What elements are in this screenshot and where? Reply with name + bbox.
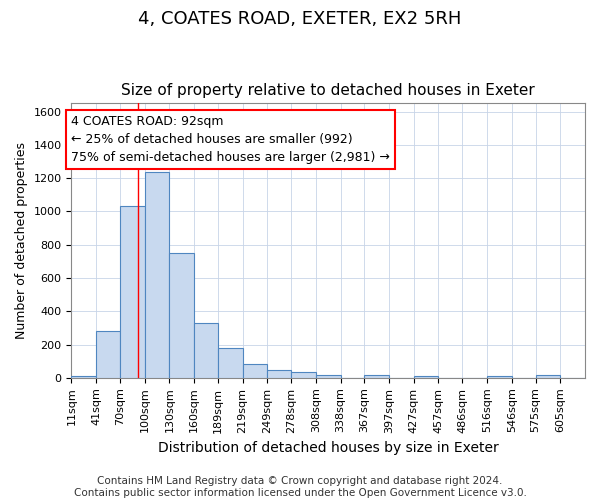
Text: 4 COATES ROAD: 92sqm
← 25% of detached houses are smaller (992)
75% of semi-deta: 4 COATES ROAD: 92sqm ← 25% of detached h… <box>71 115 390 164</box>
Bar <box>414 376 439 378</box>
Bar <box>194 323 218 378</box>
Text: 4, COATES ROAD, EXETER, EX2 5RH: 4, COATES ROAD, EXETER, EX2 5RH <box>139 10 461 28</box>
Bar <box>71 376 96 378</box>
X-axis label: Distribution of detached houses by size in Exeter: Distribution of detached houses by size … <box>158 441 499 455</box>
Y-axis label: Number of detached properties: Number of detached properties <box>15 142 28 339</box>
Bar <box>267 370 291 378</box>
Bar <box>218 348 242 378</box>
Bar <box>364 375 389 378</box>
Bar <box>536 376 560 378</box>
Bar <box>291 372 316 378</box>
Bar <box>487 376 512 378</box>
Title: Size of property relative to detached houses in Exeter: Size of property relative to detached ho… <box>121 83 535 98</box>
Bar <box>145 172 169 378</box>
Text: Contains HM Land Registry data © Crown copyright and database right 2024.
Contai: Contains HM Land Registry data © Crown c… <box>74 476 526 498</box>
Bar <box>96 331 120 378</box>
Bar <box>242 364 267 378</box>
Bar <box>169 253 194 378</box>
Bar <box>120 206 145 378</box>
Bar <box>316 375 341 378</box>
